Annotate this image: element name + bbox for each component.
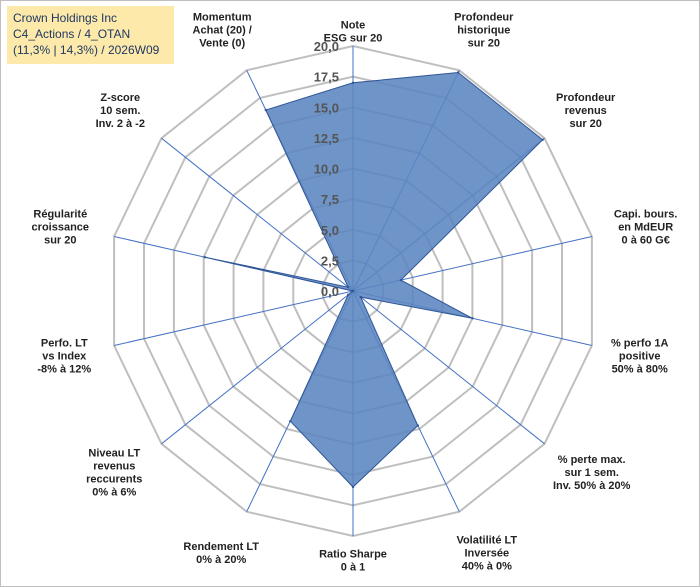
data-point-3 xyxy=(541,138,544,141)
axis-label-2: Profondeur historique sur 20 xyxy=(454,12,514,50)
axis-label-line: Z-score xyxy=(100,92,140,104)
axis-label-line: Inv. 2 à -2 xyxy=(96,118,145,130)
data-point-7 xyxy=(416,424,419,427)
chart-title-box: Crown Holdings Inc C4_Actions / 4_OTAN (… xyxy=(7,6,174,64)
axis-label-line: 10 sem. xyxy=(100,105,140,117)
data-point-8 xyxy=(351,485,355,489)
axis-spoke-11 xyxy=(113,290,354,346)
axis-label-line: Niveau LT xyxy=(88,447,140,459)
data-area xyxy=(204,71,544,488)
axis-label-line: -8% à 12% xyxy=(37,364,91,376)
axis-spoke-6 xyxy=(352,290,545,445)
axis-label-line: Ratio Sharpe xyxy=(319,549,387,561)
tick-label: 0,0 xyxy=(321,284,339,299)
axis-label-3: Profondeur revenus sur 20 xyxy=(556,92,616,130)
tick-label: 17,5 xyxy=(314,70,339,85)
axis-label-line: Régularité xyxy=(33,209,87,221)
tick-label: 10,0 xyxy=(314,162,339,177)
data-series xyxy=(203,71,544,489)
axis-label-line: Volatilité LT xyxy=(456,534,517,546)
axis-label-line: Profondeur xyxy=(454,12,514,24)
tick-label: 20,0 xyxy=(314,39,339,54)
axis-label-line: ESG sur 20 xyxy=(324,33,383,45)
tick-label: 7,5 xyxy=(321,192,339,207)
axis-label-5: % perfo 1A positive 50% à 80% xyxy=(611,338,669,376)
axis-label-line: croissance xyxy=(32,222,89,234)
axis-label-line: revenus xyxy=(565,105,607,117)
axis-label-line: Rendement LT xyxy=(183,541,259,553)
axis-label-line: Capi. bours. xyxy=(614,209,678,221)
axis-label-line: Profondeur xyxy=(556,92,616,104)
tick-label: 2,5 xyxy=(321,253,339,268)
axis-label-line: sur 20 xyxy=(569,118,601,130)
axis-label-1: Note ESG sur 20 xyxy=(324,20,383,45)
axis-label-line: % perfo 1A xyxy=(611,338,669,350)
axis-spoke-13 xyxy=(161,137,354,292)
axis-label-line: en MdEUR xyxy=(618,222,673,234)
axis-label-6: % perte max. sur 1 sem. Inv. 50% à 20% xyxy=(553,454,631,492)
data-point-11 xyxy=(351,289,355,293)
axis-label-line: vs Index xyxy=(42,351,87,363)
axis-label-line: revenus xyxy=(93,460,135,472)
axis-label-8: Ratio Sharpe 0 à 1 xyxy=(319,549,387,574)
data-point-4 xyxy=(399,278,402,282)
data-point-12 xyxy=(203,256,207,259)
axis-label-13: Z-score 10 sem. Inv. 2 à -2 xyxy=(96,92,145,130)
axis-label-11: Perfo. LT vs Index -8% à 12% xyxy=(37,338,91,376)
data-point-5 xyxy=(471,317,474,320)
axis-label-4: Capi. bours. en MdEUR 0 à 60 G€ xyxy=(614,209,678,247)
axis-label-line: Vente (0) xyxy=(199,38,245,50)
data-point-13 xyxy=(347,286,350,289)
axis-label-10: Niveau LT revenus reccurents 0% à 6% xyxy=(86,447,142,498)
axis-label-line: historique xyxy=(457,25,510,37)
tick-label: 12,5 xyxy=(314,131,339,146)
tick-labels: 0,0 2,5 5,0 7,5 10,0 12,5 15,0 17,5 20,0 xyxy=(314,39,339,299)
axis-label-line: 0% à 6% xyxy=(92,486,136,498)
axis-label-9: Rendement LT 0% à 20% xyxy=(183,541,259,566)
data-point-9 xyxy=(289,420,292,423)
axis-label-line: Momentum xyxy=(193,12,252,24)
axis-label-line: 50% à 80% xyxy=(612,364,668,376)
tick-label: 15,0 xyxy=(314,100,339,115)
axis-label-line: 0 à 1 xyxy=(341,562,365,574)
tick-label: 5,0 xyxy=(321,223,339,238)
axis-label-line: reccurents xyxy=(86,473,142,485)
axis-label-line: sur 1 sem. xyxy=(564,467,618,479)
axis-label-line: positive xyxy=(619,351,661,363)
axis-label-line: sur 20 xyxy=(468,38,500,50)
title-company: Crown Holdings Inc xyxy=(13,11,118,25)
axis-label-14: Momentum Achat (20) / Vente (0) xyxy=(193,12,252,50)
data-point-6 xyxy=(359,295,362,299)
axis-label-line: Achat (20) / xyxy=(193,25,252,37)
title-stats: (11,3% | 14,3%) / 2026W09 xyxy=(13,43,160,57)
axis-label-line: 40% à 0% xyxy=(462,560,512,572)
axis-spoke-10 xyxy=(161,290,354,445)
axis-label-line: sur 20 xyxy=(44,235,76,247)
axis-label-line: 0% à 20% xyxy=(196,554,246,566)
data-point-1 xyxy=(351,81,355,85)
axis-label-line: Perfo. LT xyxy=(41,338,88,350)
data-point-2 xyxy=(457,71,460,74)
axis-label-line: Note xyxy=(341,20,365,32)
axis-label-12: Régularité croissance sur 20 xyxy=(32,209,89,247)
data-point-14 xyxy=(264,108,267,112)
axis-label-line: Inv. 50% à 20% xyxy=(553,480,631,492)
axis-label-line: 0 à 60 G€ xyxy=(622,235,670,247)
axis-label-line: Inversée xyxy=(464,547,509,559)
title-category: C4_Actions / 4_OTAN xyxy=(13,27,131,41)
data-point-10 xyxy=(347,293,350,296)
axis-label-line: % perte max. xyxy=(558,454,626,466)
axis-label-7: Volatilité LT Inversée 40% à 0% xyxy=(456,534,517,572)
